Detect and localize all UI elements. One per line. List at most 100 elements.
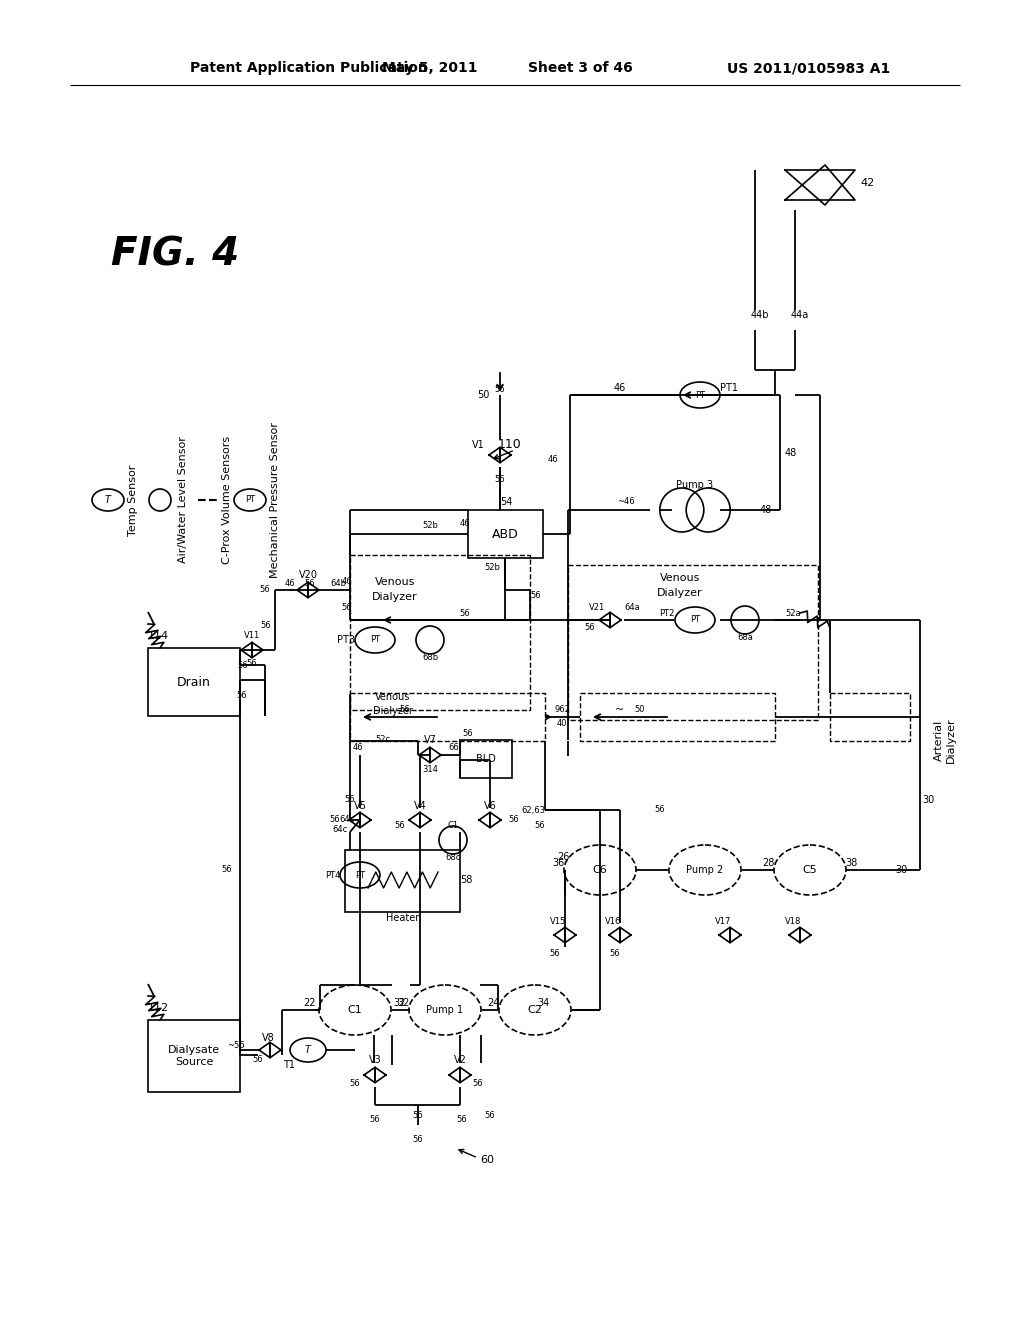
Text: 24: 24 xyxy=(487,998,500,1008)
Text: 56: 56 xyxy=(221,866,232,874)
Text: 64a: 64a xyxy=(624,602,640,611)
Text: Venous: Venous xyxy=(375,577,415,587)
Text: US 2011/0105983 A1: US 2011/0105983 A1 xyxy=(727,61,890,75)
Text: 56: 56 xyxy=(399,705,411,714)
Text: 52a: 52a xyxy=(785,609,801,618)
Text: 56: 56 xyxy=(457,1115,467,1125)
Text: Patent Application Publication: Patent Application Publication xyxy=(190,61,428,75)
Text: 56: 56 xyxy=(495,385,505,395)
Bar xyxy=(148,648,240,715)
Text: 60: 60 xyxy=(480,1155,494,1166)
Text: V15: V15 xyxy=(550,916,566,925)
Text: 56: 56 xyxy=(370,1115,380,1125)
Text: V4: V4 xyxy=(414,801,426,810)
Text: V6: V6 xyxy=(483,801,497,810)
Text: PT: PT xyxy=(690,615,700,624)
Text: 64c: 64c xyxy=(333,825,348,834)
Text: 46: 46 xyxy=(341,578,352,586)
Text: C5: C5 xyxy=(803,865,817,875)
Text: 56: 56 xyxy=(330,816,340,825)
Text: T: T xyxy=(105,495,111,506)
Text: V16: V16 xyxy=(605,916,622,925)
Text: PT4: PT4 xyxy=(325,870,340,879)
Text: Sheet 3 of 46: Sheet 3 of 46 xyxy=(527,61,633,75)
Text: 26: 26 xyxy=(558,851,570,862)
Text: C1: C1 xyxy=(447,821,459,830)
Text: Arterial
Dialyzer: Arterial Dialyzer xyxy=(934,717,955,763)
Text: 32: 32 xyxy=(397,998,410,1008)
Text: Heater: Heater xyxy=(386,913,420,923)
Text: V7: V7 xyxy=(424,735,436,744)
Bar xyxy=(345,850,460,912)
Text: PT1: PT1 xyxy=(720,383,738,393)
Text: 44b: 44b xyxy=(751,310,769,319)
Text: 56: 56 xyxy=(253,1056,263,1064)
Text: V21: V21 xyxy=(589,602,605,611)
Text: 56: 56 xyxy=(349,1078,360,1088)
Text: 48: 48 xyxy=(785,447,798,458)
Text: 54: 54 xyxy=(500,498,512,507)
Text: 56: 56 xyxy=(341,603,352,612)
Text: FIG. 4: FIG. 4 xyxy=(111,236,239,275)
Text: 22: 22 xyxy=(303,998,316,1008)
Text: V18: V18 xyxy=(784,916,801,925)
Text: V2: V2 xyxy=(454,1055,467,1065)
Text: PT3: PT3 xyxy=(337,635,355,645)
Text: 114: 114 xyxy=(148,631,169,642)
Text: V3: V3 xyxy=(369,1055,381,1065)
Text: 56: 56 xyxy=(550,949,560,957)
Text: Dialysate
Source: Dialysate Source xyxy=(168,1045,220,1067)
Bar xyxy=(460,741,512,777)
Text: 64c: 64c xyxy=(340,816,355,825)
Text: 42: 42 xyxy=(860,178,874,187)
Text: 52b: 52b xyxy=(422,520,438,529)
Text: Pump 3: Pump 3 xyxy=(677,480,714,490)
Bar xyxy=(148,1020,240,1092)
Text: 30: 30 xyxy=(922,795,934,805)
Text: Dialyzer: Dialyzer xyxy=(372,591,418,602)
Text: 32: 32 xyxy=(393,998,406,1008)
Text: Venous: Venous xyxy=(659,573,700,583)
Text: 56: 56 xyxy=(585,623,595,632)
Text: PT: PT xyxy=(355,870,366,879)
Text: 56: 56 xyxy=(261,620,271,630)
Text: 110: 110 xyxy=(498,438,522,451)
Text: 68a: 68a xyxy=(737,634,753,643)
Text: 56: 56 xyxy=(305,578,315,587)
Text: 56: 56 xyxy=(654,805,666,814)
Text: ~56: ~56 xyxy=(227,1040,245,1049)
Text: 112: 112 xyxy=(148,1003,169,1012)
Text: 56: 56 xyxy=(495,475,505,484)
Text: T: T xyxy=(305,1045,311,1055)
Text: 50: 50 xyxy=(635,705,645,714)
Text: Mechanical Pressure Sensor: Mechanical Pressure Sensor xyxy=(270,422,280,578)
Text: 68c: 68c xyxy=(445,854,461,862)
Text: 38: 38 xyxy=(845,858,857,869)
Text: C6: C6 xyxy=(593,865,607,875)
Text: C1: C1 xyxy=(347,1005,362,1015)
Text: C2: C2 xyxy=(527,1005,543,1015)
Text: V8: V8 xyxy=(261,1034,274,1043)
Text: 56: 56 xyxy=(237,690,248,700)
Text: 34: 34 xyxy=(537,998,549,1008)
Text: 64b: 64b xyxy=(330,578,346,587)
Text: PT2: PT2 xyxy=(659,609,675,618)
Text: 58: 58 xyxy=(460,875,472,884)
Text: 56: 56 xyxy=(413,1110,423,1119)
Text: 36: 36 xyxy=(553,858,565,869)
Text: 46: 46 xyxy=(460,520,471,528)
Bar xyxy=(580,693,775,741)
Text: 56: 56 xyxy=(473,1078,483,1088)
Text: 56: 56 xyxy=(394,821,406,830)
Bar xyxy=(350,693,545,741)
Text: 46: 46 xyxy=(548,455,558,465)
Text: T1: T1 xyxy=(283,1060,295,1071)
Text: 48: 48 xyxy=(760,506,772,515)
Text: 56: 56 xyxy=(344,796,355,804)
Text: 28: 28 xyxy=(763,858,775,869)
Text: 56: 56 xyxy=(609,949,621,957)
Text: 46: 46 xyxy=(285,578,295,587)
Text: Pump 1: Pump 1 xyxy=(426,1005,464,1015)
Text: 56: 56 xyxy=(535,821,545,829)
Text: 50: 50 xyxy=(477,389,490,400)
